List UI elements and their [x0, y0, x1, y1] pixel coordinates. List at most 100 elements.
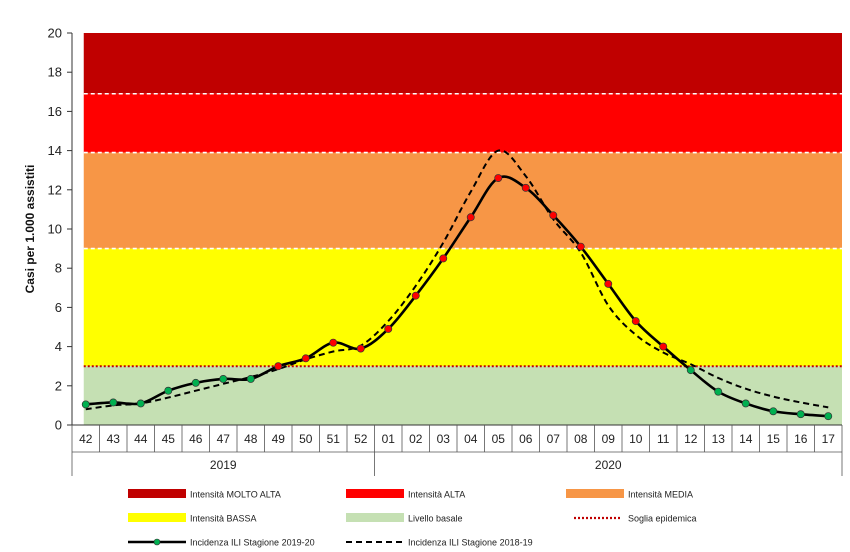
- legend-swatch-2: [566, 489, 624, 498]
- legend-label-5: Soglia epidemica: [628, 514, 697, 524]
- y-tick-label-10: 20: [48, 26, 62, 41]
- x-tick-label-11: 01: [382, 432, 396, 446]
- series-0-point-24: [741, 399, 750, 408]
- x-tick-label-23: 13: [712, 432, 726, 446]
- legend-item-4: Livello basale: [346, 513, 463, 524]
- y-tick-label-2: 4: [55, 339, 62, 354]
- series-0-point-14: [466, 213, 475, 222]
- x-tick-label-7: 49: [272, 432, 286, 446]
- x-tick-label-24: 14: [739, 432, 753, 446]
- x-tick-label-10: 52: [354, 432, 368, 446]
- legend-label-2: Intensità MEDIA: [628, 490, 693, 500]
- y-tick-label-6: 12: [48, 182, 62, 197]
- legend: Intensità MOLTO ALTA Intensità ALTA Intens…: [128, 489, 697, 548]
- band-0: [83, 33, 842, 94]
- x-tick-label-8: 50: [299, 432, 313, 446]
- series-markers: [81, 174, 833, 421]
- band-3: [83, 248, 842, 367]
- x-axis-ticks: 42 43 44 45 46 47 48 49 50 51 52 01 02 03 04 05 06 07 08 09…: [71, 425, 843, 453]
- y-tick-label-8: 16: [48, 104, 62, 119]
- x-tick-label-12: 02: [409, 432, 423, 446]
- series-0-point-2: [136, 399, 145, 408]
- series-0-point-9: [329, 338, 338, 347]
- x-tick-label-17: 07: [547, 432, 561, 446]
- series-line-0: [85, 175, 829, 418]
- series-0-point-5: [219, 374, 228, 383]
- series-0-point-15: [494, 174, 503, 182]
- legend-label-6: Incidenza ILI Stagione 2019-20: [190, 538, 315, 548]
- band-4: [83, 366, 842, 425]
- y-tick-label-5: 10: [48, 222, 62, 237]
- legend-swatch-0: [128, 489, 186, 498]
- legend-item-2: Intensità MEDIA: [566, 489, 693, 500]
- x-tick-label-20: 10: [629, 432, 643, 446]
- x-tick-label-15: 05: [492, 432, 506, 446]
- y-axis-label: Casi per 1.000 assistiti: [23, 165, 37, 294]
- year-label-0: 2019: [210, 458, 237, 472]
- band-boundary-lines: [83, 92, 842, 250]
- x-tick-label-26: 16: [794, 432, 808, 446]
- intensity-bands: [83, 33, 842, 425]
- legend-item-0: Intensità MOLTO ALTA: [128, 489, 281, 500]
- x-tick-label-27: 17: [822, 432, 836, 446]
- legend-item-7: Incidenza ILI Stagione 2018-19: [346, 538, 533, 548]
- legend-label-1: Intensità ALTA: [408, 490, 465, 500]
- x-tick-label-21: 11: [657, 432, 670, 446]
- series-0-point-6: [246, 374, 255, 383]
- series-line-1: [85, 149, 829, 411]
- x-tick-label-9: 51: [327, 432, 341, 446]
- legend-label-7: Incidenza ILI Stagione 2018-19: [408, 538, 533, 548]
- series-0-point-22: [686, 366, 695, 375]
- series-0-point-23: [714, 387, 723, 396]
- x-tick-label-6: 48: [244, 432, 258, 446]
- series-0-point-1: [109, 398, 118, 407]
- legend-swatch-4: [346, 513, 404, 522]
- x-tick-label-18: 08: [574, 432, 588, 446]
- series-0-point-26: [796, 410, 805, 419]
- legend-item-3: Intensità BASSA: [128, 513, 257, 524]
- series-0-point-13: [439, 254, 448, 263]
- x-tick-label-25: 15: [767, 432, 781, 446]
- series-0-point-10: [356, 344, 365, 353]
- y-tick-label-9: 18: [48, 65, 62, 80]
- x-tick-label-16: 06: [519, 432, 533, 446]
- series-0-point-27: [824, 412, 833, 421]
- series-0-point-0: [81, 400, 90, 409]
- y-tick-label-3: 6: [55, 300, 62, 315]
- x-tick-label-0: 42: [79, 432, 93, 446]
- legend-swatch-1: [346, 489, 404, 498]
- y-tick-label-0: 0: [55, 418, 62, 433]
- series-lines: [85, 149, 829, 418]
- legend-label-3: Intensità BASSA: [190, 514, 257, 524]
- y-tick-label-4: 8: [55, 261, 62, 276]
- series-0-point-11: [384, 325, 393, 333]
- series-0-point-7: [274, 362, 283, 371]
- y-tick-label-1: 2: [55, 378, 62, 393]
- legend-label-4: Livello basale: [408, 514, 463, 524]
- y-tick-label-7: 14: [48, 143, 62, 158]
- series-0-point-21: [659, 342, 668, 351]
- series-0-point-4: [191, 378, 200, 387]
- legend-item-1: Intensità ALTA: [346, 489, 465, 500]
- series-0-point-19: [604, 279, 613, 288]
- year-labels: 2019 2020: [71, 452, 843, 476]
- x-tick-label-4: 46: [189, 432, 203, 446]
- legend-item-6: Incidenza ILI Stagione 2019-20: [128, 538, 315, 548]
- year-label-1: 2020: [595, 458, 622, 472]
- series-0-point-12: [411, 291, 420, 300]
- x-tick-label-3: 45: [162, 432, 176, 446]
- legend-marker-6: [153, 538, 161, 546]
- x-tick-label-22: 12: [684, 432, 698, 446]
- x-tick-label-1: 43: [107, 432, 121, 446]
- x-tick-label-14: 04: [464, 432, 478, 446]
- series-0-point-20: [631, 317, 640, 326]
- y-axis-ticks: 0 2 4 6 8 10 12 14 16 18 20: [48, 26, 72, 433]
- band-2: [83, 152, 842, 249]
- x-tick-label-5: 47: [217, 432, 231, 446]
- x-tick-label-19: 09: [602, 432, 616, 446]
- band-1: [83, 93, 842, 153]
- legend-item-5: Soglia epidemica: [574, 514, 697, 524]
- series-0-point-16: [521, 183, 530, 192]
